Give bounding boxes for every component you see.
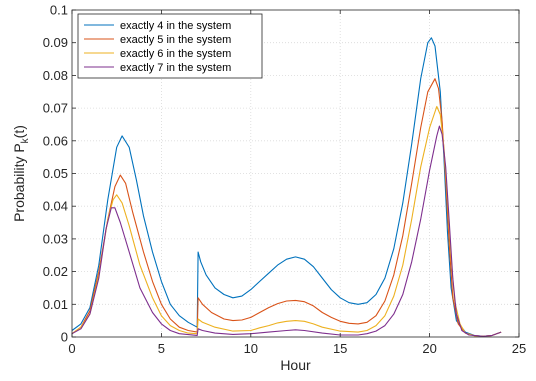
x-tick-label: 20 [422, 341, 436, 356]
x-tick-label: 0 [68, 341, 75, 356]
legend-label-4: exactly 7 in the system [120, 62, 231, 74]
x-tick-label: 15 [333, 341, 347, 356]
legend-label-1: exactly 4 in the system [120, 20, 231, 32]
y-tick-label: 0.1 [50, 3, 68, 18]
y-tick-label: 0.06 [43, 133, 68, 148]
legend-label-2: exactly 5 in the system [120, 34, 231, 46]
legend: exactly 4 in the system exactly 5 in the … [77, 13, 263, 79]
series-line-1 [71, 37, 502, 337]
y-axis-label-rest: (t) [11, 125, 27, 138]
tick-labels: 0 5 10 15 20 25 0 0.01 0.02 0.03 0.04 0.05 0.06 0.07 0… [43, 3, 527, 357]
x-axis-label: Hour [280, 357, 311, 373]
y-axis-label-main: Probability P [11, 143, 27, 222]
y-tick-label: 0.02 [43, 264, 68, 279]
y-tick-label: 0 [61, 330, 68, 345]
y-tick-label: 0.04 [43, 199, 68, 214]
x-tick-label: 5 [158, 341, 165, 356]
ticks [71, 9, 520, 338]
legend-label-3: exactly 6 in the system [120, 48, 231, 60]
y-tick-label: 0.09 [43, 35, 68, 50]
series-line-4 [71, 125, 502, 337]
series-group [71, 37, 502, 337]
y-axis-label: Probability Pk(t) [11, 125, 31, 222]
y-tick-label: 0.01 [43, 297, 68, 312]
x-tick-label: 25 [512, 341, 526, 356]
y-axis-label-sub: k [20, 137, 31, 143]
x-tick-label: 10 [244, 341, 258, 356]
y-tick-label: 0.08 [43, 68, 68, 83]
y-tick-label: 0.03 [43, 231, 68, 246]
y-tick-label: 0.07 [43, 101, 68, 116]
y-tick-label: 0.05 [43, 166, 68, 181]
series-line-2 [71, 78, 502, 337]
